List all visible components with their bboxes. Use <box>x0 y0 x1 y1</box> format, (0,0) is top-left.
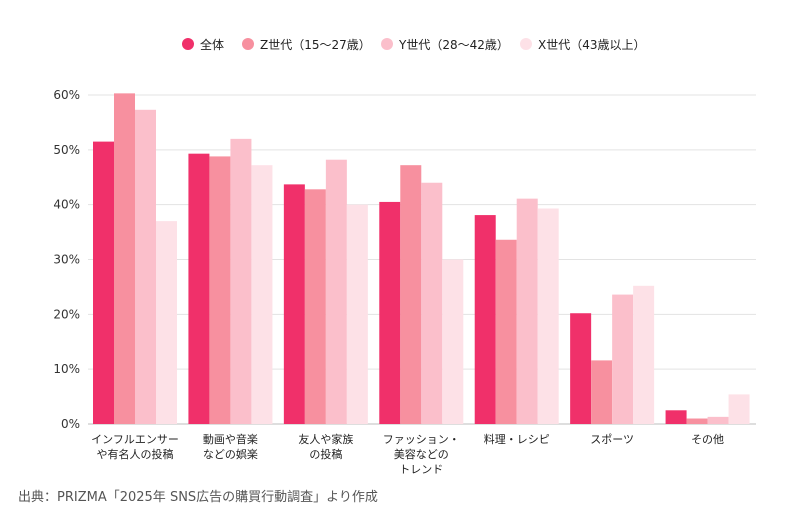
x-tick-label-line: などの娯楽 <box>203 447 258 461</box>
y-tick-label: 20% <box>53 307 80 321</box>
x-tick-label-line: の投稿 <box>309 447 342 461</box>
bar-3-6 <box>612 294 634 424</box>
bar-2-2 <box>209 156 231 424</box>
x-tick-label: ファッション・美容などのトレンド <box>383 433 460 476</box>
bar-2-6 <box>591 360 613 424</box>
bar-1-3 <box>283 184 305 424</box>
x-tick-label: 料理・レシピ <box>484 432 550 446</box>
x-tick-label: スポーツ <box>590 433 634 446</box>
legend-marker <box>182 38 194 50</box>
x-tick-label: 動画や音楽などの娯楽 <box>203 432 258 461</box>
bar-3-4 <box>421 182 443 424</box>
x-tick-label-line: ファッション・ <box>383 433 460 446</box>
x-tick-label-line: や有名人の投稿 <box>97 447 174 461</box>
y-tick-label: 40% <box>53 198 80 212</box>
x-tick-label-line: 美容などの <box>394 447 449 461</box>
y-tick-label: 30% <box>53 253 80 267</box>
bar-2-1 <box>114 93 135 424</box>
y-tick-label: 50% <box>53 143 80 157</box>
bar-4-2 <box>251 165 273 425</box>
bar-3-3 <box>325 159 347 424</box>
legend: 全体 Z世代（15〜27歳） Y世代（28〜42歳） X世代（43歳以上） <box>182 37 646 52</box>
x-tick-label: 友人や家族の投稿 <box>298 432 353 461</box>
bar-4-3 <box>346 204 368 424</box>
legend-label: Y世代（28〜42歳） <box>398 38 509 52</box>
y-tick-label: 10% <box>53 362 80 376</box>
source-note: 出典：PRIZMA「2025年 SNS広告の購買行動調査」より作成 <box>18 490 378 505</box>
bar-chart: 全体 Z世代（15〜27歳） Y世代（28〜42歳） X世代（43歳以上） 0% 10%… <box>53 37 756 476</box>
bar-4-4 <box>442 259 464 424</box>
bar-3-1 <box>135 109 156 425</box>
x-tick-label: その他 <box>691 433 724 446</box>
x-tick-label-line: インフルエンサー <box>91 433 179 446</box>
legend-label: 全体 <box>200 37 224 52</box>
legend-marker <box>381 38 393 50</box>
x-tick-label-line: スポーツ <box>590 433 634 446</box>
x-tick-label-line: トレンド <box>399 463 443 476</box>
x-tick-label-line: 動画や音楽 <box>203 432 258 446</box>
bar-2-7 <box>686 418 708 424</box>
bar-4-5 <box>537 208 559 424</box>
bar-4-7 <box>728 394 750 424</box>
legend-label: X世代（43歳以上） <box>538 38 646 52</box>
x-tick-label: インフルエンサーや有名人の投稿 <box>91 433 179 461</box>
legend-marker <box>520 38 532 50</box>
bar-1-5 <box>474 215 496 424</box>
bar-2-3 <box>304 189 326 424</box>
bar-1-7 <box>665 410 687 424</box>
bar-3-5 <box>516 198 538 424</box>
bar-3-7 <box>707 416 729 424</box>
bar-1-2 <box>188 153 210 424</box>
bars <box>93 93 750 425</box>
x-axis-labels: インフルエンサーや有名人の投稿動画や音楽などの娯楽友人や家族の投稿ファッション・… <box>91 432 724 476</box>
bar-3-2 <box>230 138 252 424</box>
y-tick-label: 0% <box>61 417 80 431</box>
bar-1-1 <box>93 141 114 424</box>
y-axis-ticks: 0% 10% 20% 30% 40% 50% 60% <box>53 88 80 431</box>
bar-2-4 <box>400 165 422 425</box>
x-tick-label-line: 友人や家族 <box>298 432 353 446</box>
legend-marker <box>242 38 254 50</box>
bar-4-6 <box>633 285 655 424</box>
bar-4-1 <box>156 221 177 424</box>
bar-2-5 <box>495 239 517 424</box>
bar-1-4 <box>379 201 401 424</box>
bar-1-6 <box>570 313 592 424</box>
legend-label: Z世代（15〜27歳） <box>260 38 371 52</box>
x-tick-label-line: 料理・レシピ <box>484 432 550 446</box>
y-tick-label: 60% <box>53 88 80 102</box>
x-tick-label-line: その他 <box>691 433 724 446</box>
